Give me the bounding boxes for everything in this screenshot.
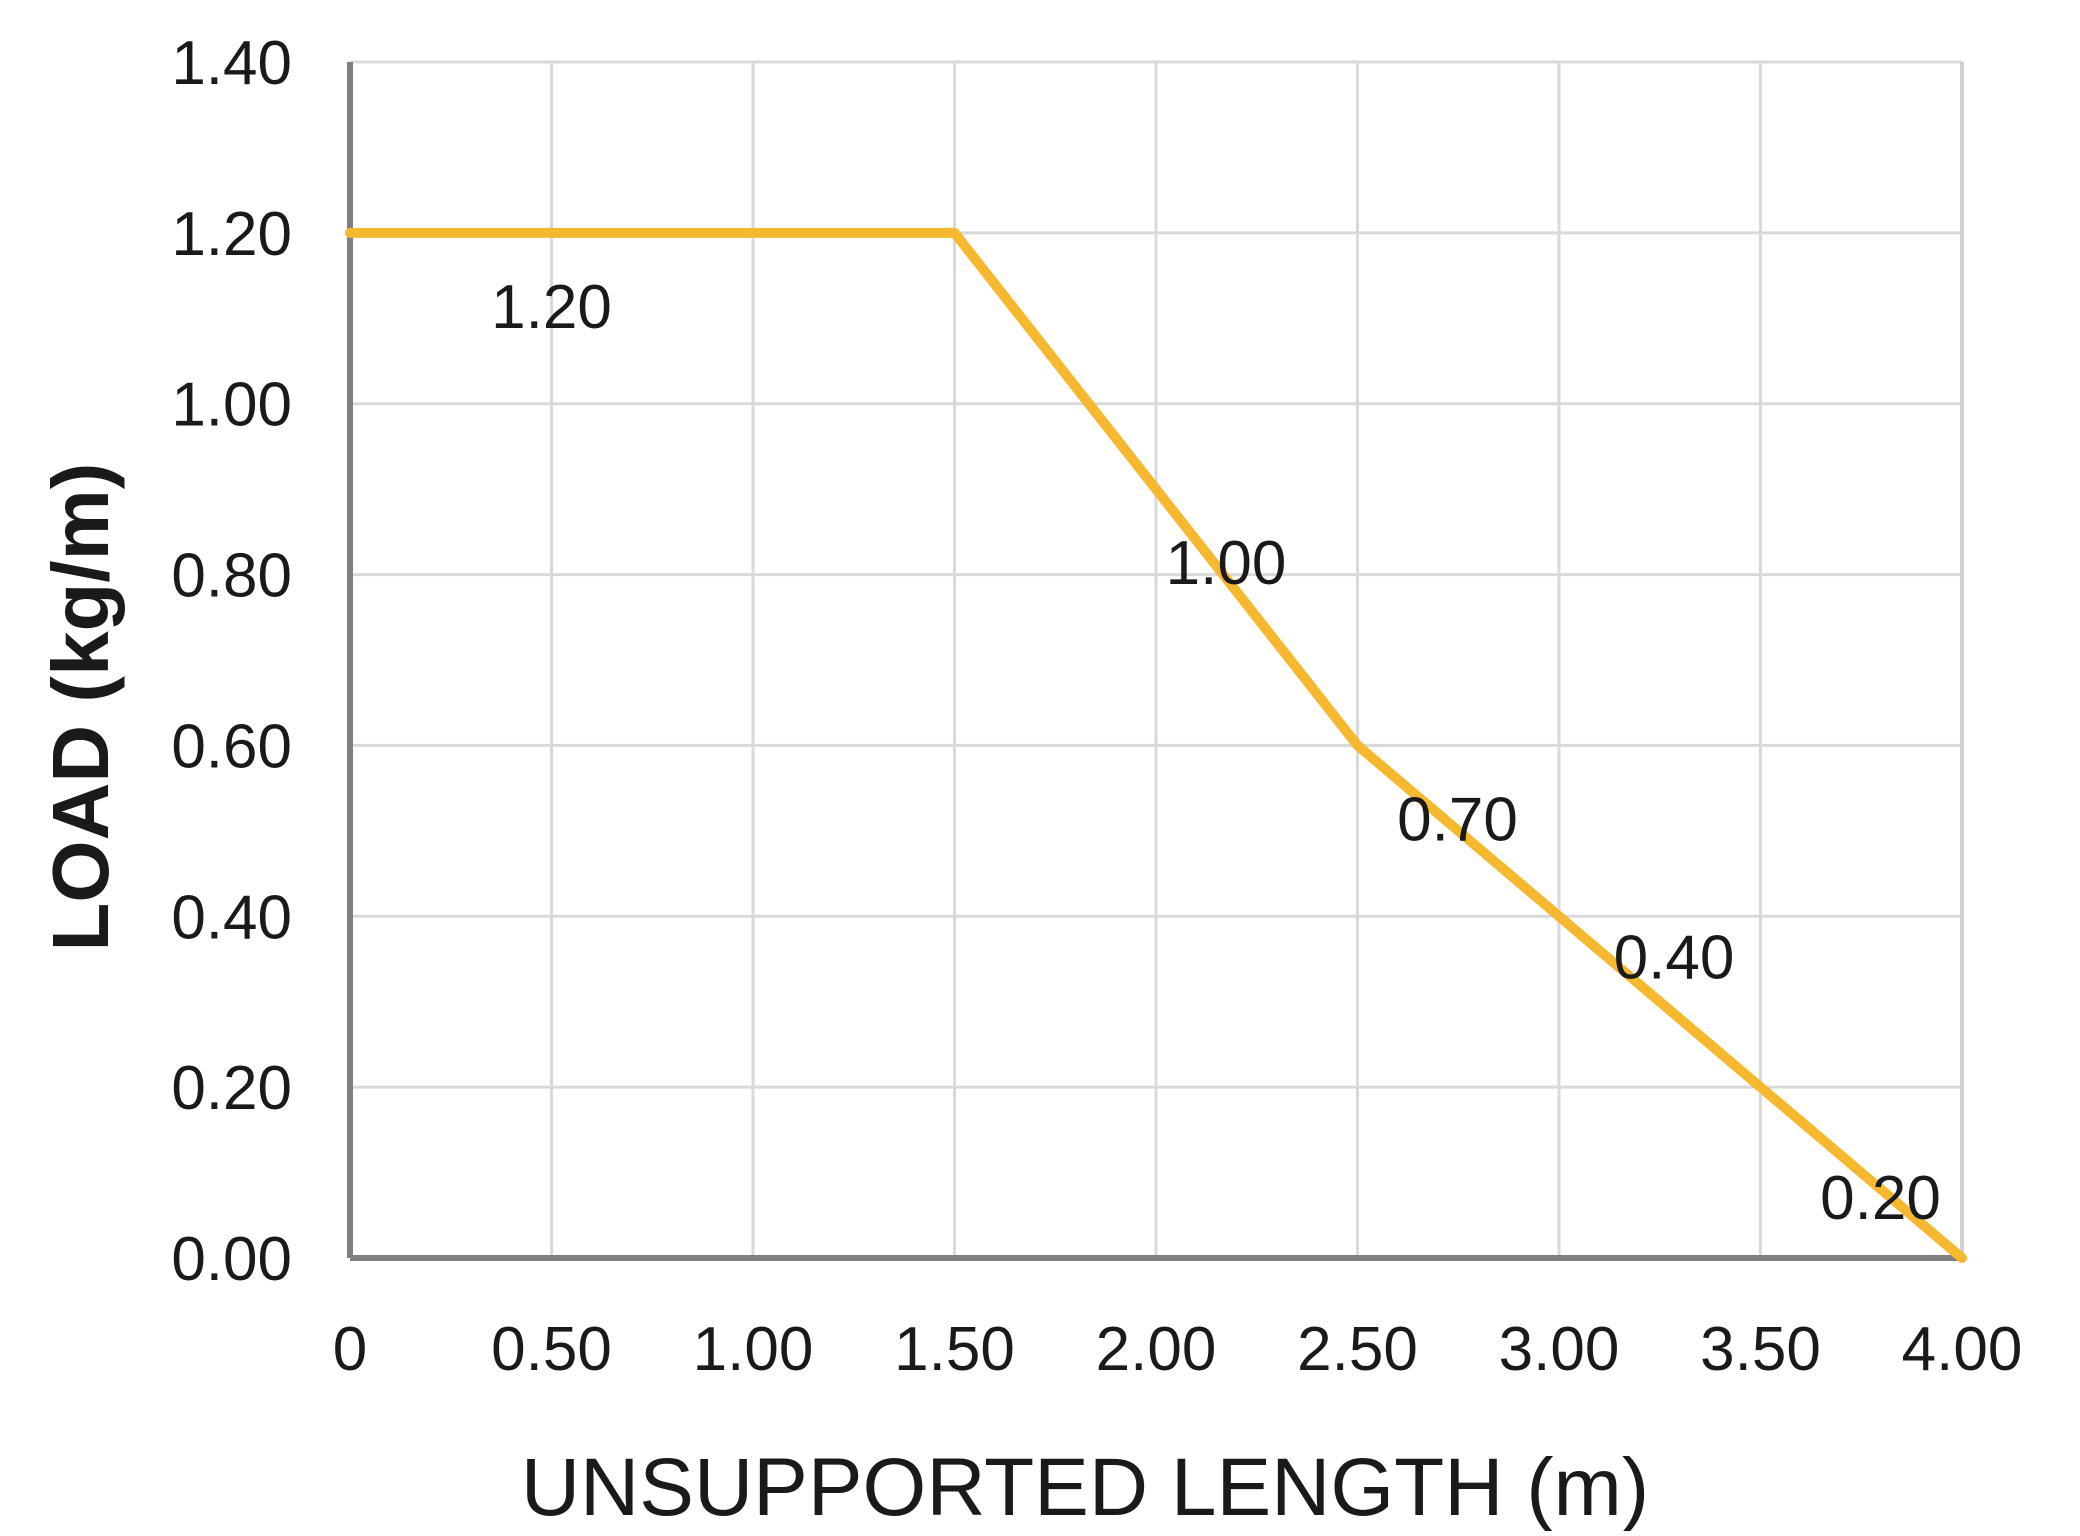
x-tick-label: 3.50 [1700, 1315, 1821, 1384]
data-label: 1.20 [491, 273, 612, 342]
y-tick-label: 1.40 [171, 29, 292, 98]
x-tick-label: 4.00 [1902, 1315, 2023, 1384]
x-tick-label: 0 [333, 1315, 367, 1384]
x-tick-label: 0.50 [491, 1315, 612, 1384]
data-label: 0.20 [1820, 1164, 1941, 1233]
x-axis-title: UNSUPPORTED LENGTH (m) [521, 1442, 1649, 1531]
y-tick-label: 1.00 [171, 371, 292, 440]
x-tick-label: 2.50 [1297, 1315, 1418, 1384]
y-tick-label: 0.60 [171, 712, 292, 781]
x-tick-label: 3.00 [1499, 1315, 1620, 1384]
y-tick-label: 0.80 [171, 542, 292, 611]
y-axis-title: LOAD (kg/m) [36, 463, 125, 952]
x-tick-label: 1.00 [693, 1315, 814, 1384]
grid-layer [350, 62, 1962, 1258]
y-tick-label: 0.40 [171, 883, 292, 952]
y-tick-label: 0.20 [171, 1054, 292, 1123]
y-tick-label: 1.20 [171, 200, 292, 269]
label-layer: 1.20 1.00 0.70 0.40 0.20 [491, 273, 1941, 1233]
data-label: 0.70 [1397, 785, 1518, 854]
y-tick-label: 0.00 [171, 1225, 292, 1294]
data-label: 0.40 [1614, 923, 1735, 992]
x-tick-label: 2.00 [1096, 1315, 1217, 1384]
x-tick-label: 1.50 [894, 1315, 1015, 1384]
data-label: 1.00 [1166, 529, 1287, 598]
